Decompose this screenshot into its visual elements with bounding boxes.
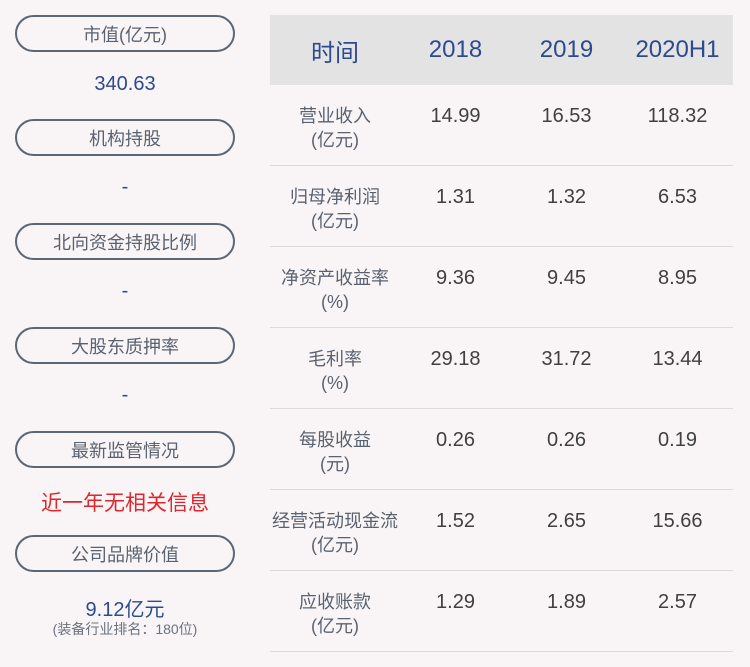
cell-2020h1: 8.95	[658, 267, 697, 289]
cell-2020h1: 118.32	[647, 105, 708, 127]
cell-2020h1: 6.53	[658, 186, 697, 208]
cell-2019: 31.72	[541, 348, 592, 370]
regulatory-status-label: 最新监管情况	[15, 431, 235, 468]
row-label-unit: (亿元)	[311, 130, 359, 150]
row-label-unit: (元)	[320, 454, 350, 474]
header-2019: 2019	[539, 36, 594, 63]
cell-2018: 0.26	[436, 429, 475, 451]
row-label-name: 应收账款	[299, 592, 371, 612]
cell-2020h1: 0.19	[658, 429, 697, 451]
table-header: 时间 2018 2019 2020H1	[270, 15, 733, 85]
header-period: 时间	[311, 39, 359, 67]
cell-2018: 1.31	[436, 186, 475, 208]
cell-2019: 0.26	[547, 429, 586, 451]
cell-2019: 2.65	[547, 510, 586, 532]
brand-value-label-text: 公司品牌价值	[71, 544, 179, 565]
pledge-ratio-label-text: 大股东质押率	[71, 336, 179, 357]
cell-2019: 9.45	[547, 267, 586, 289]
row-label-unit: (%)	[321, 373, 349, 393]
market-cap-label: 市值(亿元)	[15, 15, 235, 52]
cell-2020h1: 15.66	[652, 510, 703, 532]
table-row: 应收账款 (亿元) 1.29 1.89 2.57	[270, 571, 733, 652]
row-label-name: 经营活动现金流	[272, 511, 398, 531]
table-row: 营业收入 (亿元) 14.99 16.53 118.32	[270, 85, 733, 166]
row-label-unit: (%)	[321, 292, 349, 312]
cell-2018: 1.29	[436, 591, 475, 613]
market-cap-label-text: 市值(亿元)	[83, 24, 167, 45]
brand-value-value: 9.12亿元	[85, 599, 165, 621]
institutional-holdings-label: 机构持股	[15, 119, 235, 156]
cell-2020h1: 13.44	[652, 348, 703, 370]
brand-value-rank-note: (装备行业排名：180位)	[52, 621, 198, 637]
row-label-name: 营业收入	[299, 106, 371, 126]
row-label-name: 净资产收益率	[281, 268, 389, 288]
regulatory-status-value: 近一年无相关信息	[41, 492, 209, 515]
row-label: 归母净利润 (亿元)	[270, 166, 400, 233]
northbound-holdings-value: -	[121, 280, 129, 302]
row-label-unit: (亿元)	[311, 535, 359, 555]
financial-table: 时间 2018 2019 2020H1 营业收入 (亿元) 14.99 16.53…	[270, 15, 733, 652]
institutional-holdings-label-text: 机构持股	[89, 128, 161, 149]
row-label-unit: (亿元)	[311, 616, 359, 636]
table-row: 经营活动现金流 (亿元) 1.52 2.65 15.66	[270, 490, 733, 571]
pledge-ratio-label: 大股东质押率	[15, 327, 235, 364]
row-label-unit: (亿元)	[311, 211, 359, 231]
table-row: 净资产收益率 (%) 9.36 9.45 8.95	[270, 247, 733, 328]
institutional-holdings-value: -	[121, 176, 129, 198]
brand-value-label: 公司品牌价值	[15, 535, 235, 572]
cell-2018: 29.18	[430, 348, 481, 370]
row-label: 净资产收益率 (%)	[270, 247, 400, 314]
northbound-holdings-label: 北向资金持股比例	[15, 223, 235, 260]
row-label: 毛利率 (%)	[270, 328, 400, 395]
cell-2019: 1.32	[547, 186, 586, 208]
row-label-name: 归母净利润	[290, 187, 380, 207]
table-row: 毛利率 (%) 29.18 31.72 13.44	[270, 328, 733, 409]
row-label-name: 每股收益	[299, 430, 371, 450]
cell-2018: 14.99	[430, 105, 481, 127]
cell-2019: 1.89	[547, 591, 586, 613]
cell-2020h1: 2.57	[658, 591, 697, 613]
row-label: 经营活动现金流 (亿元)	[270, 490, 400, 557]
northbound-holdings-label-text: 北向资金持股比例	[53, 232, 197, 253]
pledge-ratio-value: -	[121, 384, 129, 406]
regulatory-status-label-text: 最新监管情况	[71, 440, 179, 461]
header-2020h1: 2020H1	[635, 36, 720, 63]
row-label: 每股收益 (元)	[270, 409, 400, 476]
row-label: 营业收入 (亿元)	[270, 85, 400, 152]
cell-2018: 9.36	[436, 267, 475, 289]
table-row: 每股收益 (元) 0.26 0.26 0.19	[270, 409, 733, 490]
header-2018: 2018	[428, 36, 483, 63]
cell-2018: 1.52	[436, 510, 475, 532]
row-label-name: 毛利率	[308, 349, 362, 369]
table-row: 归母净利润 (亿元) 1.31 1.32 6.53	[270, 166, 733, 247]
market-cap-value: 340.63	[94, 73, 156, 95]
cell-2019: 16.53	[541, 105, 592, 127]
row-label: 应收账款 (亿元)	[270, 571, 400, 638]
